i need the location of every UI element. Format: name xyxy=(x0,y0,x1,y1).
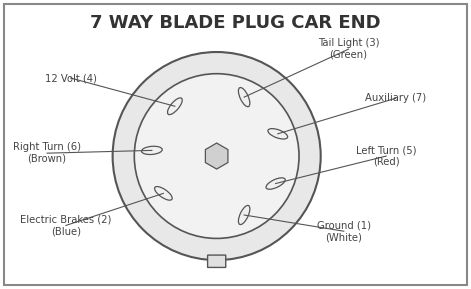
Text: 12 Volt (4): 12 Volt (4) xyxy=(45,73,97,83)
Ellipse shape xyxy=(154,186,172,200)
Text: Auxiliary (7): Auxiliary (7) xyxy=(365,93,426,103)
Text: Ground (1)
(White): Ground (1) (White) xyxy=(317,221,371,242)
Ellipse shape xyxy=(238,88,250,107)
Text: Left Turn (5)
(Red): Left Turn (5) (Red) xyxy=(356,145,416,167)
Circle shape xyxy=(134,74,299,238)
Ellipse shape xyxy=(168,98,182,115)
Text: Right Turn (6)
(Brown): Right Turn (6) (Brown) xyxy=(13,142,81,164)
FancyBboxPatch shape xyxy=(208,255,226,267)
Text: Electric Brakes (2)
(Blue): Electric Brakes (2) (Blue) xyxy=(20,215,112,236)
Text: 7 WAY BLADE PLUG CAR END: 7 WAY BLADE PLUG CAR END xyxy=(90,14,381,32)
Circle shape xyxy=(113,52,321,260)
Ellipse shape xyxy=(141,146,162,155)
Ellipse shape xyxy=(266,178,285,189)
Ellipse shape xyxy=(238,205,250,225)
Ellipse shape xyxy=(268,129,288,139)
Polygon shape xyxy=(205,143,228,169)
Text: Tail Light (3)
(Green): Tail Light (3) (Green) xyxy=(318,38,379,60)
